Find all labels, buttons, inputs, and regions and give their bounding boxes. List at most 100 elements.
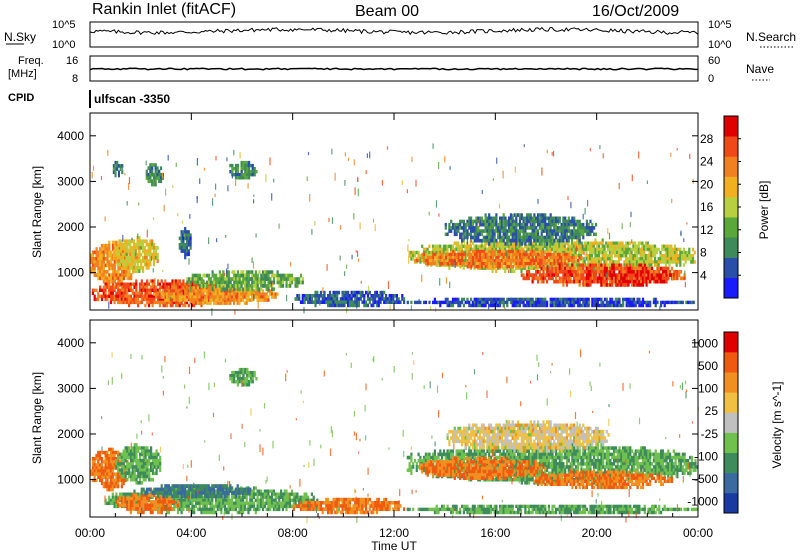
heatmap-cell: [580, 232, 583, 237]
heatmap-cell: [104, 250, 107, 255]
heatmap-cell: [511, 247, 514, 252]
heatmap-cell: [124, 294, 127, 298]
heatmap-cell: [542, 297, 545, 302]
heatmap-speckle-cell: [172, 184, 174, 189]
heatmap-speckle-cell: [583, 256, 585, 263]
heatmap-cell: [500, 235, 503, 240]
heatmap-cell: [589, 254, 592, 258]
heatmap-cell: [571, 279, 574, 284]
heatmap-cell: [245, 284, 248, 288]
heatmap-cell: [632, 297, 636, 302]
heatmap-cell: [654, 250, 657, 255]
heatmap-cell: [536, 244, 539, 249]
heatmap-cell: [496, 241, 500, 245]
heatmap-cell: [542, 258, 545, 263]
heatmap-cell: [123, 252, 126, 257]
heatmap-cell: [542, 213, 545, 217]
heatmap-cell: [234, 170, 238, 174]
heatmap-cell: [500, 249, 504, 254]
heatmap-cell: [565, 279, 569, 284]
heatmap-cell: [644, 263, 648, 267]
heatmap-cell: [665, 273, 668, 278]
heatmap-cell: [667, 300, 670, 305]
heatmap-cell: [319, 290, 322, 295]
heatmap-cell: [495, 216, 498, 221]
heatmap-cell: [641, 244, 644, 249]
heatmap-cell: [131, 249, 134, 254]
heatmap-cell: [121, 259, 125, 263]
heatmap-cell: [549, 235, 552, 240]
heatmap-cell: [561, 247, 565, 252]
heatmap-cell: [159, 172, 163, 177]
heatmap-cell: [495, 226, 498, 230]
heatmap-cell: [439, 252, 442, 257]
heatmap-cell: [646, 263, 649, 267]
heatmap-cell: [668, 247, 671, 252]
heatmap-cell: [563, 244, 566, 249]
heatmap-cell: [218, 301, 221, 305]
heatmap-cell: [601, 247, 604, 252]
heatmap-cell: [129, 239, 132, 244]
heatmap-cell: [233, 287, 236, 292]
heatmap-cell: [625, 297, 628, 302]
heatmap-cell: [578, 276, 581, 281]
heatmap-speckle-cell: [360, 280, 362, 284]
heatmap-cell: [154, 176, 157, 180]
heatmap-cell: [644, 241, 648, 245]
heatmap-cell: [524, 276, 527, 281]
heatmap-cell: [540, 216, 543, 221]
heatmap-cell: [468, 216, 471, 221]
heatmap-cell: [182, 286, 185, 290]
heatmap-speckle-cell: [307, 151, 310, 156]
heatmap-cell: [459, 258, 462, 263]
heatmap-cell: [535, 229, 538, 233]
heatmap-cell: [661, 276, 664, 281]
heatmap-cell: [614, 266, 617, 271]
heatmap-cell: [461, 219, 464, 224]
heatmap-cell: [314, 294, 317, 298]
heatmap-cell: [509, 216, 512, 221]
heatmap-cell: [240, 295, 243, 299]
heatmap-cell: [560, 276, 563, 281]
heatmap-cell: [97, 294, 100, 298]
heatmap-cell: [529, 213, 532, 217]
heatmap-cell: [226, 280, 229, 285]
heatmap-cell: [281, 277, 285, 281]
heatmap-cell: [452, 258, 455, 263]
heatmap-cell: [499, 219, 502, 224]
heatmap-cell: [605, 303, 608, 308]
heatmap-cell: [280, 284, 283, 288]
heatmap-cell: [422, 247, 426, 252]
heatmap-cell: [209, 286, 212, 290]
heatmap-cell: [348, 303, 351, 308]
heatmap-cell: [247, 287, 250, 292]
heatmap-cell: [571, 300, 574, 305]
heatmap-cell: [649, 266, 652, 271]
heatmap-cell: [450, 300, 453, 305]
heatmap-cell: [182, 288, 185, 292]
heatmap-cell: [545, 244, 548, 249]
heatmap-cell: [596, 254, 599, 258]
heatmap-cell: [515, 229, 518, 233]
heatmap-cell: [377, 294, 380, 298]
heatmap-cell: [497, 262, 500, 266]
heatmap-cell: [625, 279, 628, 284]
heatmap-cell: [634, 244, 637, 249]
heatmap-cell: [477, 265, 480, 269]
heatmap-cell: [596, 300, 599, 305]
heatmap-cell: [403, 300, 406, 304]
heatmap-cell: [600, 300, 603, 305]
heatmap-cell: [120, 252, 123, 257]
heatmap-cell: [136, 262, 139, 267]
heatmap-cell: [417, 250, 420, 255]
heatmap-cell: [462, 219, 465, 224]
heatmap-cell: [489, 226, 493, 230]
heatmap-cell: [213, 292, 216, 296]
heatmap-cell: [152, 252, 156, 257]
heatmap-cell: [554, 241, 557, 245]
heatmap-cell: [654, 263, 657, 267]
heatmap-cell: [498, 244, 501, 249]
heatmap-cell: [643, 263, 646, 268]
heatmap-cell: [147, 249, 150, 254]
heatmap-speckle-cell: [326, 264, 328, 271]
